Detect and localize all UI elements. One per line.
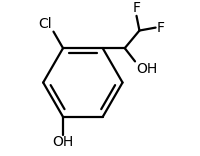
Text: OH: OH: [52, 135, 73, 149]
Text: F: F: [132, 1, 140, 15]
Text: F: F: [156, 21, 164, 35]
Text: Cl: Cl: [38, 17, 52, 31]
Text: OH: OH: [135, 62, 156, 76]
